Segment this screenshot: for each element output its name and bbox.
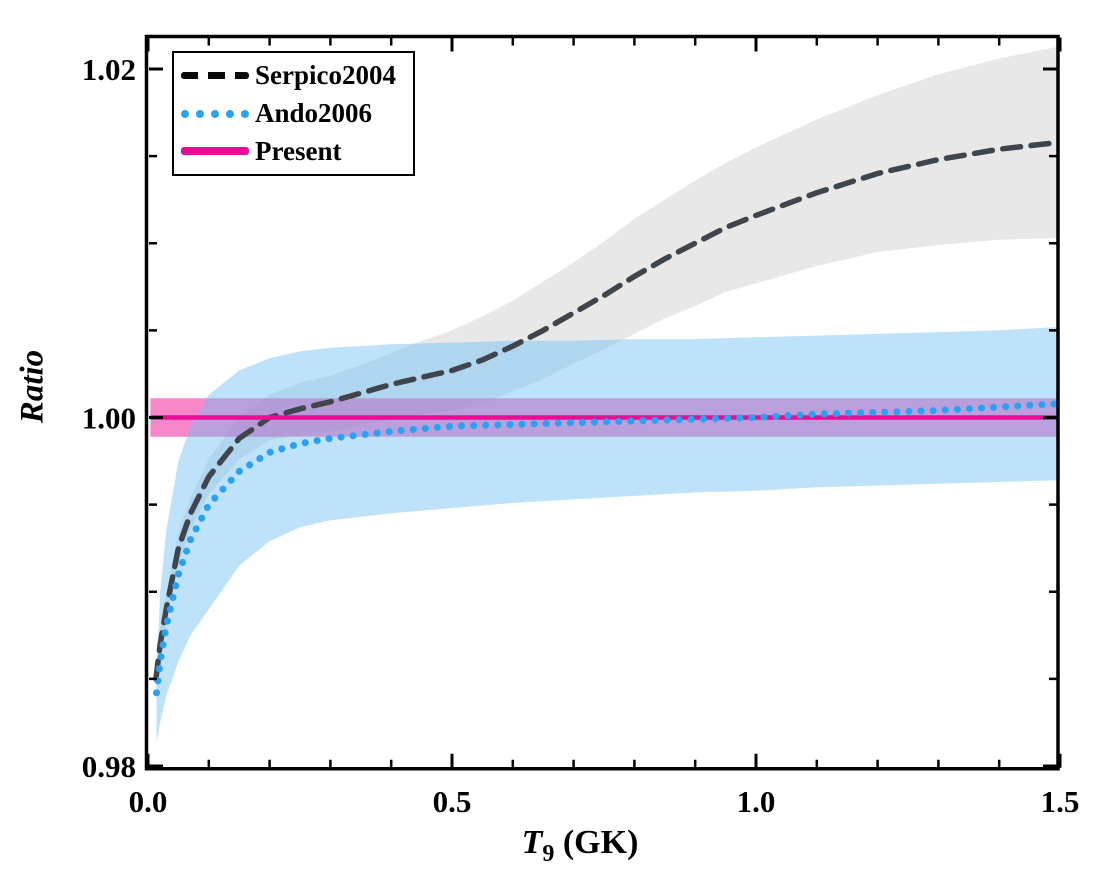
legend-item-ando2006: Ando2006 bbox=[174, 95, 413, 133]
dashed-line-sample-icon bbox=[181, 72, 249, 80]
y-tick-label: 0.98 bbox=[82, 749, 136, 784]
x-tick-label: 1.0 bbox=[737, 784, 776, 819]
legend-item-serpico2004: Serpico2004 bbox=[174, 57, 413, 95]
tick-labels: 0.0 0.5 1.0 1.5 0.98 1.00 1.02 bbox=[82, 52, 1080, 819]
dotted-line-sample-icon bbox=[181, 109, 249, 118]
legend-label: Ando2006 bbox=[255, 98, 373, 128]
legend: Serpico2004 Ando2006 Present bbox=[172, 51, 415, 176]
x-axis-title: T9 (GK) bbox=[400, 824, 760, 866]
legend-item-present: Present bbox=[174, 132, 413, 170]
x-axis-title-variable: T bbox=[521, 824, 543, 861]
legend-label: Serpico2004 bbox=[255, 60, 396, 91]
y-tick-label: 1.02 bbox=[82, 52, 136, 87]
x-axis-title-unit: (GK) bbox=[554, 824, 639, 861]
y-tick-label: 1.00 bbox=[82, 401, 136, 436]
x-tick-label: 0.5 bbox=[433, 784, 472, 819]
axis-ticks bbox=[146, 37, 1062, 768]
legend-label: Present bbox=[255, 135, 342, 166]
plot-area bbox=[150, 46, 1058, 744]
ando-curve bbox=[153, 400, 1058, 697]
serpico-band bbox=[155, 46, 1058, 692]
serpico-curve bbox=[153, 139, 1058, 682]
y-axis-title: Ratio bbox=[14, 349, 51, 424]
solid-line-sample-icon bbox=[181, 147, 249, 156]
x-axis-title-subscript: 9 bbox=[542, 840, 555, 867]
ando-band bbox=[156, 327, 1058, 744]
x-tick-label: 1.5 bbox=[1041, 784, 1080, 819]
plot-border bbox=[144, 34, 1060, 771]
x-tick-label: 0.0 bbox=[129, 784, 168, 819]
